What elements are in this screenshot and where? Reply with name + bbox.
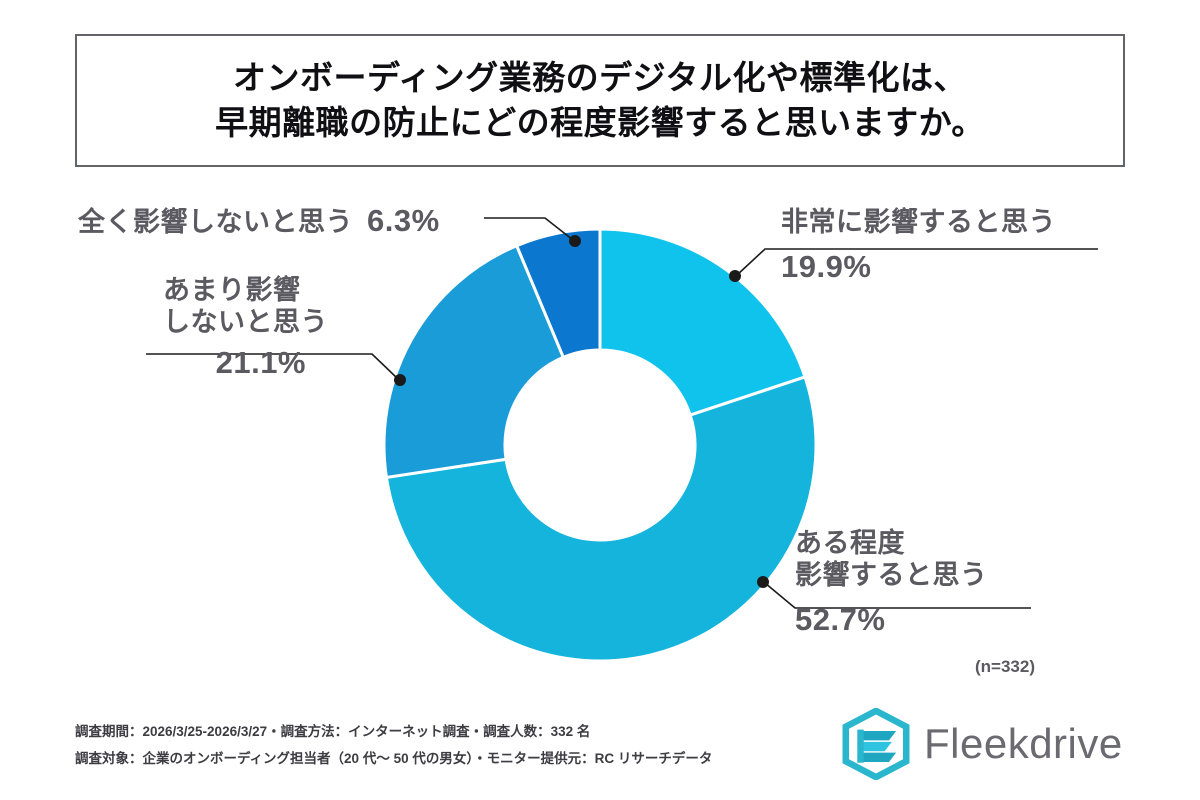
slice-label-some-pct: 52.7% xyxy=(795,601,886,637)
slice-label-some-line-1: ある程度 xyxy=(795,528,905,558)
logo-bar-top xyxy=(861,731,897,741)
slice-label-none: 全く影響しないと思う 6.3% xyxy=(78,203,440,240)
slice-label-some: ある程度 影響すると思う 52.7% xyxy=(795,528,988,638)
slice-label-little: あまり影響 しないと思う 21.1% xyxy=(163,275,328,381)
donut-chart-svg xyxy=(383,228,817,662)
slice-label-little-line-2: しないと思う xyxy=(163,306,328,337)
donut-slice-group xyxy=(383,228,817,662)
donut-slice xyxy=(598,228,807,417)
donut-slice xyxy=(383,243,566,480)
logo-spine xyxy=(857,729,864,763)
slice-label-very-pct: 19.9% xyxy=(781,248,872,284)
hexagon-outline xyxy=(842,708,910,780)
slice-label-none-pct: 6.3% xyxy=(367,203,440,238)
survey-footnotes: 調査期間：2026/3/25-2026/3/27・調査方法：インターネット調査・… xyxy=(75,718,712,772)
slice-label-none-text: 全く影響しないと思う xyxy=(78,207,353,237)
slice-label-little-line-1: あまり影響 xyxy=(163,275,301,305)
logo-bar-bottom xyxy=(861,752,897,762)
donut-slice xyxy=(384,375,817,662)
slice-label-very: 非常に影響すると思う 19.9% xyxy=(781,207,1056,285)
title-box: オンボーディング業務のデジタル化や標準化は、 早期離職の防止にどの程度影響すると… xyxy=(75,34,1125,167)
slice-label-very-text: 非常に影響すると思う xyxy=(781,207,1056,237)
footnote-line-1: 調査期間：2026/3/25-2026/3/27・調査方法：インターネット調査・… xyxy=(75,724,591,739)
logo-bar-middle xyxy=(861,741,892,752)
fleekdrive-logo: Fleekdrive xyxy=(840,706,1135,782)
donut-chart xyxy=(383,228,817,662)
fleekdrive-logo-icon xyxy=(842,708,910,780)
slice-label-little-pct: 21.1% xyxy=(215,344,306,380)
page-title-line-1: オンボーディング業務のデジタル化や標準化は、 xyxy=(232,59,968,97)
footnote-line-2: 調査対象：企業のオンボーディング担当者（20 代〜 50 代の男女）・モニター提… xyxy=(75,751,713,766)
page-title-line-2: 早期離職の防止にどの程度影響すると思いますか。 xyxy=(215,103,985,141)
slice-label-some-line-2: 影響すると思う xyxy=(795,559,988,590)
fleekdrive-logo-text: Fleekdrive xyxy=(924,720,1123,767)
sample-size-note: (n=332) xyxy=(975,657,1035,676)
